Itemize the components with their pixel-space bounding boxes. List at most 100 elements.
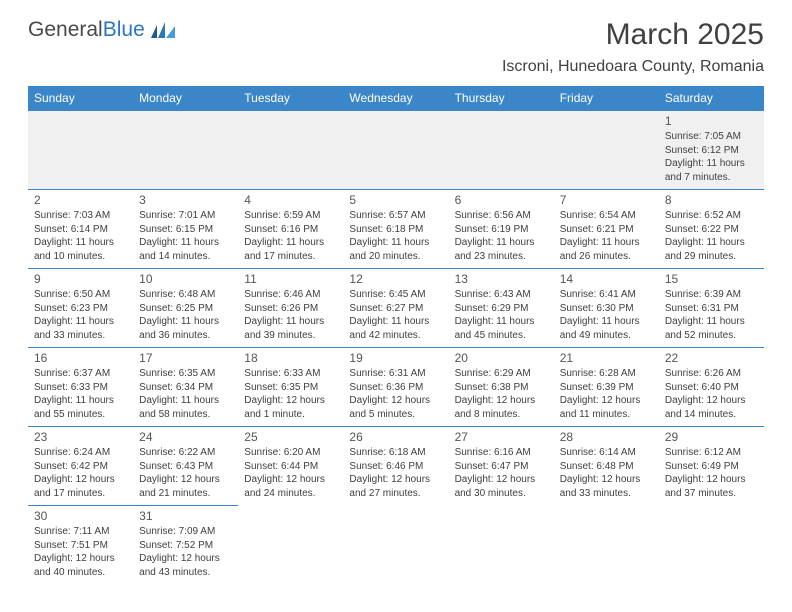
day-number: 14 <box>560 272 653 286</box>
calendar-empty <box>343 111 448 190</box>
day-info-line: and 27 minutes. <box>349 487 442 501</box>
day-info-line: Daylight: 12 hours <box>455 473 548 487</box>
calendar-empty <box>554 111 659 190</box>
day-info-line: Sunrise: 7:01 AM <box>139 209 232 223</box>
day-number: 17 <box>139 351 232 365</box>
day-info-line: Sunset: 6:19 PM <box>455 223 548 237</box>
day-number: 11 <box>244 272 337 286</box>
day-info-line: and 29 minutes. <box>665 250 758 264</box>
day-number: 1 <box>665 114 758 128</box>
calendar-day: 3Sunrise: 7:01 AMSunset: 6:15 PMDaylight… <box>133 190 238 269</box>
day-number: 28 <box>560 430 653 444</box>
day-info-line: Daylight: 12 hours <box>665 394 758 408</box>
day-info-line: and 10 minutes. <box>34 250 127 264</box>
day-info-line: Daylight: 12 hours <box>244 394 337 408</box>
day-number: 19 <box>349 351 442 365</box>
calendar-day: 5 Sunrise: 6:57 AMSunset: 6:18 PMDaylight… <box>343 190 448 269</box>
calendar-week: 23Sunrise: 6:24 AMSunset: 6:42 PMDayligh… <box>28 427 764 506</box>
day-info-line: Sunset: 7:52 PM <box>139 539 232 553</box>
calendar-day: 2Sunrise: 7:03 AMSunset: 6:14 PMDaylight… <box>28 190 133 269</box>
calendar-empty <box>449 506 554 585</box>
day-info-line: Sunrise: 6:26 AM <box>665 367 758 381</box>
calendar-week: 30Sunrise: 7:11 AMSunset: 7:51 PMDayligh… <box>28 506 764 585</box>
day-number: 9 <box>34 272 127 286</box>
calendar-week: 2 Sunrise: 7:03 AMSunset: 6:14 PM Daylight… <box>28 190 764 269</box>
calendar-day: 21Sunrise: 6:28 AMSunset: 6:39 PMDayligh… <box>554 348 659 427</box>
calendar-table: SundayMondayTuesdayWednesdayThursdayFrid… <box>28 86 764 584</box>
calendar-week: 9Sunrise: 6:50 AMSunset: 6:23 PMDaylight… <box>28 269 764 348</box>
day-info-line: and 42 minutes. <box>349 329 442 343</box>
day-info-line: Sunrise: 6:57 AM <box>349 209 442 223</box>
calendar-day: 20Sunrise: 6:29 AMSunset: 6:38 PMDayligh… <box>449 348 554 427</box>
day-info-line: Daylight: 11 hours <box>349 236 442 250</box>
day-info-line: and 58 minutes. <box>139 408 232 422</box>
day-info-line: Sunrise: 6:56 AM <box>455 209 548 223</box>
day-info-line: Sunset: 6:31 PM <box>665 302 758 316</box>
calendar-day: 15Sunrise: 6:39 AMSunset: 6:31 PMDayligh… <box>659 269 764 348</box>
day-info-line: Sunset: 6:27 PM <box>349 302 442 316</box>
day-number: 7 <box>560 193 653 207</box>
day-header: Friday <box>554 86 659 111</box>
day-info-line: Sunrise: 7:05 AM <box>665 130 758 144</box>
day-info-line: Daylight: 12 hours <box>139 552 232 566</box>
calendar-day: 23Sunrise: 6:24 AMSunset: 6:42 PMDayligh… <box>28 427 133 506</box>
day-info-line: Sunrise: 6:12 AM <box>665 446 758 460</box>
day-info-line: Daylight: 12 hours <box>34 552 127 566</box>
day-info-line: Daylight: 12 hours <box>34 473 127 487</box>
day-info-line: and 17 minutes. <box>34 487 127 501</box>
day-info-line: and 5 minutes. <box>349 408 442 422</box>
day-info-line: Daylight: 11 hours <box>665 236 758 250</box>
calendar-week: 16Sunrise: 6:37 AMSunset: 6:33 PMDayligh… <box>28 348 764 427</box>
day-info-line: Sunrise: 6:48 AM <box>139 288 232 302</box>
day-info-line: Daylight: 11 hours <box>34 394 127 408</box>
day-number: 5 <box>349 193 442 207</box>
day-info-line: and 23 minutes. <box>455 250 548 264</box>
day-info-line: Daylight: 11 hours <box>139 236 232 250</box>
day-info-line: Sunset: 6:38 PM <box>455 381 548 395</box>
calendar-empty <box>659 506 764 585</box>
calendar-day: 12Sunrise: 6:45 AMSunset: 6:27 PMDayligh… <box>343 269 448 348</box>
calendar-day: 1Sunrise: 7:05 AMSunset: 6:12 PMDaylight… <box>659 111 764 190</box>
day-info-line: and 43 minutes. <box>139 566 232 580</box>
day-info-line: Daylight: 11 hours <box>665 315 758 329</box>
day-info-line: Sunrise: 6:28 AM <box>560 367 653 381</box>
day-info-line: Daylight: 11 hours <box>244 236 337 250</box>
day-info-line: Daylight: 11 hours <box>139 394 232 408</box>
day-info-line: Daylight: 11 hours <box>665 157 758 171</box>
day-info-line: and 17 minutes. <box>244 250 337 264</box>
day-info-line: Sunrise: 7:03 AM <box>34 209 127 223</box>
day-number: 16 <box>34 351 127 365</box>
day-info-line: Sunrise: 6:33 AM <box>244 367 337 381</box>
day-info-line: and 39 minutes. <box>244 329 337 343</box>
calendar-day: 24Sunrise: 6:22 AMSunset: 6:43 PMDayligh… <box>133 427 238 506</box>
day-info-line: Sunset: 6:14 PM <box>34 223 127 237</box>
day-number: 12 <box>349 272 442 286</box>
calendar-day: 16Sunrise: 6:37 AMSunset: 6:33 PMDayligh… <box>28 348 133 427</box>
day-info-line: Sunset: 6:16 PM <box>244 223 337 237</box>
header: GeneralBlue March 2025 Iscroni, Hunedoar… <box>28 18 764 76</box>
day-info-line: and 52 minutes. <box>665 329 758 343</box>
day-info-line: and 24 minutes. <box>244 487 337 501</box>
logo-part1: General <box>28 18 103 41</box>
day-info-line: and 14 minutes. <box>665 408 758 422</box>
day-info-line: Sunset: 6:29 PM <box>455 302 548 316</box>
day-info-line: and 7 minutes. <box>665 171 758 185</box>
location-label: Iscroni, Hunedoara County, Romania <box>502 58 764 76</box>
day-info-line: Sunset: 6:22 PM <box>665 223 758 237</box>
day-info-line: Sunrise: 6:43 AM <box>455 288 548 302</box>
day-info-line: Sunrise: 6:18 AM <box>349 446 442 460</box>
day-info-line: Sunset: 6:18 PM <box>349 223 442 237</box>
day-number: 23 <box>34 430 127 444</box>
day-info-line: and 14 minutes. <box>139 250 232 264</box>
calendar-day: 25Sunrise: 6:20 AMSunset: 6:44 PMDayligh… <box>238 427 343 506</box>
day-info-line: Sunset: 6:43 PM <box>139 460 232 474</box>
day-info-line: Sunset: 6:33 PM <box>34 381 127 395</box>
day-info-line: Sunset: 6:21 PM <box>560 223 653 237</box>
calendar-day: 10Sunrise: 6:48 AMSunset: 6:25 PMDayligh… <box>133 269 238 348</box>
day-info-line: Sunset: 6:49 PM <box>665 460 758 474</box>
day-info-line: Daylight: 11 hours <box>34 315 127 329</box>
calendar-day: 14Sunrise: 6:41 AMSunset: 6:30 PMDayligh… <box>554 269 659 348</box>
day-number: 25 <box>244 430 337 444</box>
day-number: 2 <box>34 193 127 207</box>
day-number: 3 <box>139 193 232 207</box>
